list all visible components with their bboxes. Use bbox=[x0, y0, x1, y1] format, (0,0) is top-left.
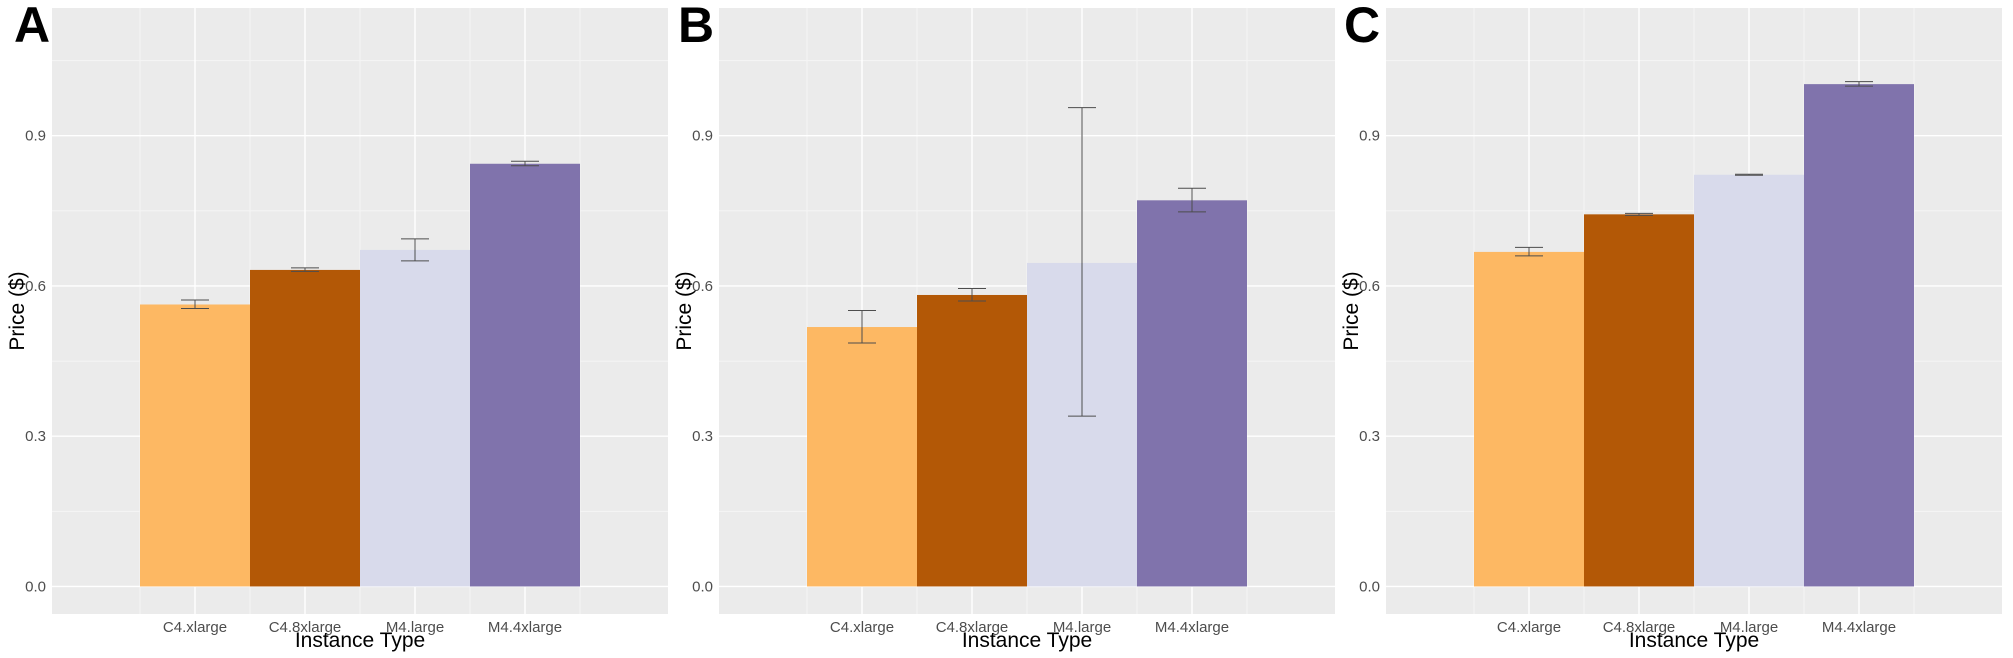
bar-m4-4xlarge bbox=[1804, 84, 1914, 587]
y-axis-title: Price ($) bbox=[6, 271, 29, 350]
bar-m4-4xlarge bbox=[470, 163, 580, 587]
y-tick-label: 0.9 bbox=[1359, 128, 1380, 145]
x-tick-label: C4.8xlarge bbox=[1603, 619, 1676, 636]
bar-c4-8xlarge bbox=[917, 294, 1027, 587]
x-tick-label: M4.4xlarge bbox=[1155, 619, 1229, 636]
y-tick-label: 0.3 bbox=[1359, 428, 1380, 445]
y-tick-label: 0.6 bbox=[692, 278, 713, 295]
bar-c4-8xlarge bbox=[1584, 214, 1694, 587]
bar-m4-4xlarge bbox=[1137, 200, 1247, 587]
x-tick-label: C4.8xlarge bbox=[269, 619, 342, 636]
panel-letter: B bbox=[678, 0, 714, 53]
x-tick-label: C4.xlarge bbox=[830, 619, 894, 636]
panel-a: 0.0 0.3 0.6 0.9 C4.xlarge C4.8xlarge M4.large… bbox=[6, 0, 668, 652]
panel-letter: C bbox=[1344, 0, 1380, 53]
x-tick-label: C4.8xlarge bbox=[936, 619, 1009, 636]
x-tick-label: M4.4xlarge bbox=[488, 619, 562, 636]
y-tick-label: 0.3 bbox=[25, 428, 46, 445]
bar-c4-xlarge bbox=[1474, 251, 1584, 587]
bar-m4-large bbox=[360, 249, 470, 587]
y-tick-label: 0.9 bbox=[692, 128, 713, 145]
y-tick-label: 0.6 bbox=[1359, 278, 1380, 295]
y-tick-label: 0.3 bbox=[692, 428, 713, 445]
x-axis-title: Instance Type bbox=[1629, 629, 1759, 652]
x-tick-label: C4.xlarge bbox=[163, 619, 227, 636]
y-tick-label: 0.0 bbox=[692, 578, 713, 595]
y-axis-title: Price ($) bbox=[1340, 271, 1363, 350]
x-axis-title: Instance Type bbox=[962, 629, 1092, 652]
y-tick-label: 0.6 bbox=[25, 278, 46, 295]
bar-c4-xlarge bbox=[807, 327, 917, 587]
y-tick-label: 0.0 bbox=[25, 578, 46, 595]
x-tick-label: C4.xlarge bbox=[1497, 619, 1561, 636]
x-axis-title: Instance Type bbox=[295, 629, 425, 652]
x-tick-label: M4.large bbox=[1053, 619, 1111, 636]
panel-c: 0.0 0.3 0.6 0.9 C4.xlarge C4.8xlarge M4.large… bbox=[1340, 0, 2002, 652]
bar-m4-large bbox=[1694, 174, 1804, 587]
bar-c4-xlarge bbox=[140, 304, 250, 587]
bar-c4-8xlarge bbox=[250, 269, 360, 587]
panel-b: 0.0 0.3 0.6 0.9 C4.xlarge C4.8xlarge M4.large… bbox=[673, 0, 1335, 652]
y-axis-title: Price ($) bbox=[673, 271, 696, 350]
y-tick-label: 0.0 bbox=[1359, 578, 1380, 595]
y-tick-label: 0.9 bbox=[25, 128, 46, 145]
x-tick-label: M4.large bbox=[1720, 619, 1778, 636]
panel-letter: A bbox=[14, 0, 50, 53]
x-tick-label: M4.4xlarge bbox=[1822, 619, 1896, 636]
x-tick-label: M4.large bbox=[386, 619, 444, 636]
